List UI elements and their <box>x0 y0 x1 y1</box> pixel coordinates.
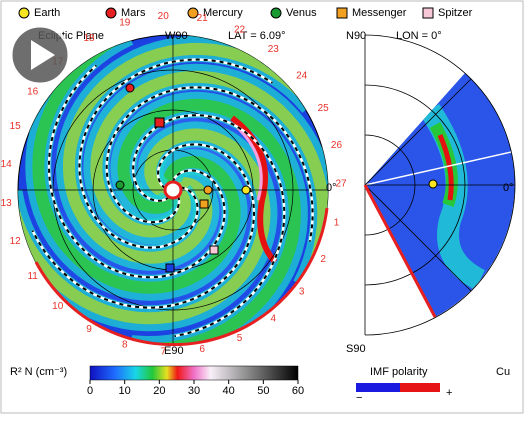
day-label: 18 <box>83 33 95 44</box>
axis-label: S90 <box>346 343 366 355</box>
wedge-edge <box>363 184 437 318</box>
legend-label: Venus <box>286 7 317 19</box>
day-label: 13 <box>1 198 13 209</box>
day-label: 9 <box>86 324 92 335</box>
legend-label: Spitzer <box>438 7 473 19</box>
colorbar-tick-label: 60 <box>292 385 304 397</box>
field-line-dash <box>78 58 273 249</box>
play-button[interactable] <box>9 24 71 86</box>
arm-core <box>32 35 241 294</box>
arm-core <box>90 70 328 289</box>
day-label: 8 <box>122 340 128 351</box>
legend-label: Mercury <box>203 7 243 19</box>
imf-minus: − <box>356 392 362 404</box>
colorbar-tick-label: 30 <box>188 385 200 397</box>
axis-label: E90 <box>164 345 184 357</box>
day-label: 12 <box>10 236 22 247</box>
field-line-dash <box>132 114 286 338</box>
imf-label: IMF polarity <box>370 366 428 378</box>
day-label: 15 <box>10 121 22 132</box>
imf-plus: + <box>446 387 452 399</box>
day-label: 14 <box>1 159 13 170</box>
day-label: 7 <box>160 346 166 357</box>
day-label: 11 <box>27 271 38 282</box>
cme-core <box>236 126 263 201</box>
day-label: 1 <box>334 217 340 228</box>
day-label: 4 <box>271 313 277 324</box>
day-label: 16 <box>27 86 39 97</box>
colorbar-tick-label: 50 <box>257 385 269 397</box>
axis-label: 0° <box>326 182 337 194</box>
colorbar-tick-label: 20 <box>153 385 165 397</box>
field-line-dash <box>47 64 226 279</box>
legend-symbols <box>18 7 434 19</box>
lon-label: LON = 0° <box>396 30 442 42</box>
imf-negative <box>356 383 400 392</box>
day-label: 10 <box>52 301 64 312</box>
day-label: 6 <box>199 344 205 355</box>
colorbar-tick-label: 10 <box>119 385 131 397</box>
legend-label: Mars <box>121 7 146 19</box>
colorbar-tick-label: 40 <box>223 385 235 397</box>
day-label: 27 <box>335 179 347 190</box>
colorbar-ticks: 0 10 20 30 40 50 60 <box>87 380 304 397</box>
meridional-wedge <box>365 73 515 317</box>
wedge-features <box>365 103 515 290</box>
day-label: 20 <box>158 11 170 22</box>
colorbar <box>89 365 299 381</box>
legend-label: Messenger <box>352 7 407 19</box>
polarity-rim <box>34 207 329 347</box>
planets <box>115 83 251 273</box>
arm-core <box>117 98 301 345</box>
axis-label: W90 <box>165 30 188 42</box>
day-label: 21 <box>197 13 209 24</box>
meridional-grid <box>364 34 516 336</box>
day-label: 5 <box>237 333 243 344</box>
density-arms <box>18 35 328 345</box>
legend-label: Earth <box>34 7 60 19</box>
axis-label: 0° <box>503 182 514 194</box>
axis-label: N90 <box>346 30 366 42</box>
colorbar-label: R² N (cm⁻³) <box>10 366 67 378</box>
imf-positive <box>400 383 440 392</box>
day-label: 26 <box>331 140 343 151</box>
day-label: 22 <box>234 24 246 35</box>
colorbar-tick-label: 0 <box>87 385 93 397</box>
lat-label: LAT = 6.09° <box>228 30 286 42</box>
day-label: 23 <box>268 44 280 55</box>
day-label: 24 <box>296 71 308 82</box>
cut-label: Cu <box>496 366 510 378</box>
day-label: 19 <box>119 18 131 29</box>
arm-core <box>18 128 271 325</box>
day-label: 3 <box>299 287 305 298</box>
day-label: 25 <box>318 103 330 114</box>
earth-marker <box>428 179 438 189</box>
day-labels: 1234567891011121314151617181920212223242… <box>1 11 347 357</box>
day-label: 2 <box>320 254 326 265</box>
field-line-dash <box>105 86 314 242</box>
